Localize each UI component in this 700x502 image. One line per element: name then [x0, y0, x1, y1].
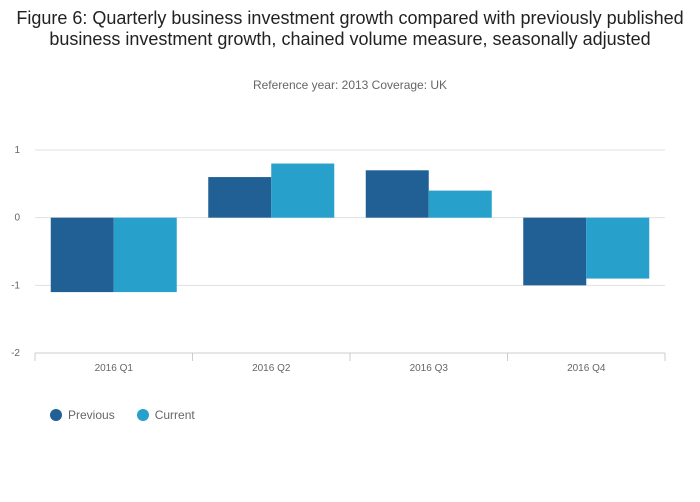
legend-swatch-current	[136, 409, 149, 421]
bar-previous-2016-q4	[523, 217, 587, 286]
y-tick-label: -1	[11, 280, 20, 291]
bar-previous-2016-q1	[50, 217, 114, 293]
legend: Previous Current	[50, 408, 195, 422]
bar-current-2016-q1	[113, 217, 177, 293]
chart-subtitle: Reference year: 2013 Coverage: UK	[252, 78, 448, 92]
bar-previous-2016-q2	[208, 177, 272, 218]
x-tick-label: 2016 Q4	[567, 363, 606, 374]
x-tick-label: 2016 Q2	[252, 363, 291, 374]
y-tick-label: 1	[14, 145, 20, 156]
bar-previous-2016-q3	[365, 170, 429, 218]
bar-current-2016-q3	[428, 190, 492, 218]
y-tick-label: -2	[11, 348, 20, 359]
legend-label-previous: Previous	[68, 408, 115, 422]
bar-current-2016-q2	[271, 163, 335, 218]
legend-label-current: Current	[154, 408, 195, 422]
chart-title: Figure 6: Quarterly business investment …	[16, 8, 684, 49]
legend-item-previous[interactable]: Previous	[50, 408, 115, 422]
legend-item-current[interactable]: Current	[136, 408, 195, 422]
y-tick-label: 0	[14, 213, 20, 224]
x-tick-label: 2016 Q1	[95, 363, 134, 374]
bar-current-2016-q4	[586, 217, 650, 279]
legend-swatch-previous	[50, 409, 62, 421]
x-tick-label: 2016 Q3	[410, 363, 449, 374]
